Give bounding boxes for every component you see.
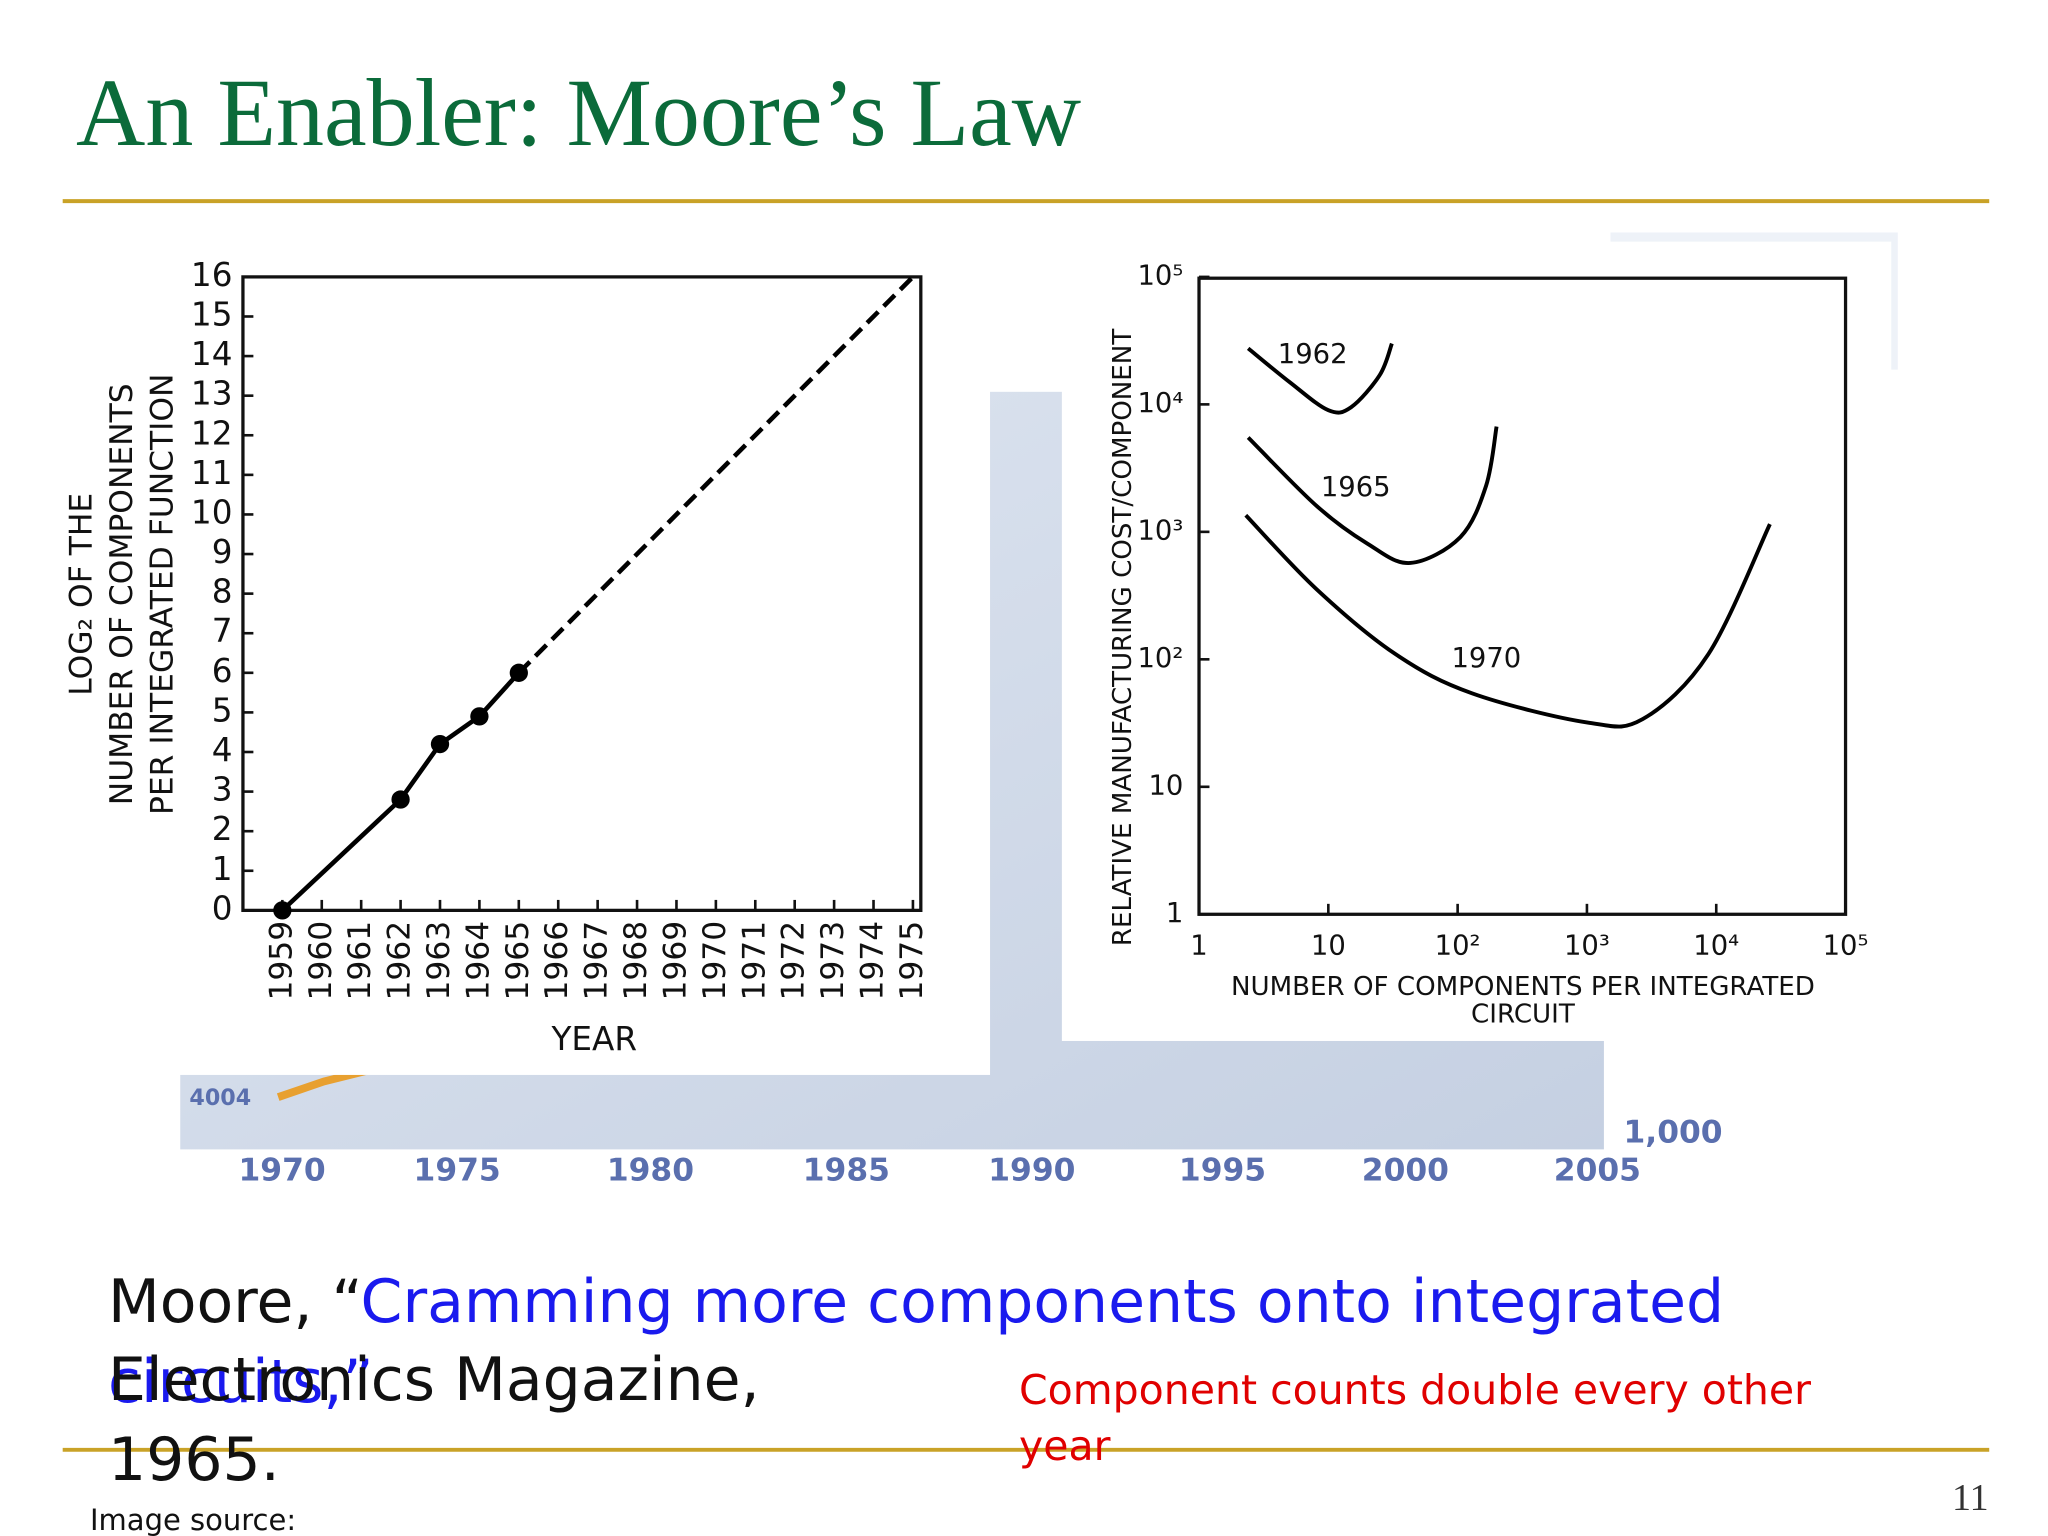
y-tick-label: 4 (212, 731, 233, 769)
background-x-label: 1990 (988, 1153, 1075, 1189)
x-tick-label: 1961 (342, 921, 378, 1001)
background-x-label: 1975 (414, 1153, 501, 1189)
y-axis-label: LOG₂ OF THE (63, 493, 99, 696)
x-tick-label: 1969 (657, 921, 693, 1001)
curve-label: 1962 (1278, 339, 1348, 370)
y-tick-label: 2 (212, 810, 233, 848)
y-tick-label: 16 (191, 256, 233, 294)
x-tick-label: 1968 (618, 921, 654, 1001)
x-axis-label: YEAR (550, 1020, 637, 1058)
x-tick-label: 1964 (460, 921, 496, 1001)
y-tick-label: 10² (1137, 643, 1183, 674)
x-tick-label: 1971 (736, 921, 772, 1001)
y-tick-label: 10³ (1137, 515, 1183, 546)
data-point (273, 901, 292, 920)
x-tick-label: 1 (1190, 930, 1207, 961)
x-tick-label: 1965 (500, 921, 536, 1001)
background-x-label: 1995 (1179, 1153, 1266, 1189)
curve-label: 1970 (1451, 643, 1521, 674)
x-tick-label: 10² (1435, 930, 1481, 961)
y-tick-label: 10⁴ (1137, 388, 1183, 419)
y-tick-label: 8 (212, 573, 233, 611)
y-axis-label: PER INTEGRATED FUNCTION (144, 374, 180, 816)
background-x-label: 1970 (239, 1153, 326, 1189)
background-x-label: 2000 (1362, 1153, 1449, 1189)
data-curve (1246, 342, 1394, 415)
background-annotation: 4004 (189, 1085, 251, 1111)
y-tick-label: 1 (212, 850, 233, 888)
x-tick-label: 1974 (855, 921, 891, 1001)
citation: Moore, “Cramming more components onto in… (108, 1262, 1748, 1422)
y-tick-label: 12 (191, 414, 233, 452)
x-tick-label: 10⁵ (1823, 930, 1869, 961)
x-tick-label: 1975 (894, 921, 930, 1001)
x-tick-label: 1962 (382, 921, 418, 1001)
y-tick-label: 0 (212, 889, 233, 927)
x-tick-label: 10 (1311, 930, 1346, 961)
x-tick-label: 10⁴ (1693, 930, 1739, 961)
y-tick-label: 14 (191, 335, 233, 373)
y-tick-label: 6 (212, 652, 233, 690)
y-tick-label: 7 (212, 612, 233, 650)
y-tick-label: 13 (191, 375, 233, 413)
data-point (391, 790, 410, 809)
citation-prefix: Moore, “ (108, 1267, 361, 1337)
x-axis-label: NUMBER OF COMPONENTS PER INTEGRATED (1231, 972, 1815, 1002)
image-source: Image source: Intel (90, 1503, 297, 1536)
x-tick-label: 1960 (303, 921, 339, 1001)
background-x-label: 1985 (803, 1153, 890, 1189)
x-axis-label: CIRCUIT (1471, 999, 1576, 1029)
data-curve (1246, 426, 1499, 565)
curve-label: 1965 (1321, 472, 1391, 503)
chart-panel (167, 245, 991, 1075)
x-tick-label: 10³ (1564, 930, 1610, 961)
y-tick-label: 11 (191, 454, 233, 492)
x-tick-label: 1970 (697, 921, 733, 1001)
page-number: 11 (1952, 1477, 1989, 1519)
y-tick-label: 15 (191, 295, 233, 333)
x-tick-label: 1959 (263, 921, 299, 1001)
chart-panel (1061, 241, 1892, 1041)
data-curve (1244, 513, 1772, 729)
background-y-label: 1,000 (1624, 1115, 1723, 1151)
y-tick-label: 10⁵ (1137, 260, 1183, 291)
y-tick-label: 10 (1148, 770, 1183, 801)
y-tick-label: 10 (191, 493, 233, 531)
citation-link[interactable]: Cramming more components onto integrated… (108, 1267, 1725, 1417)
plot-frame (1197, 276, 1848, 916)
data-point (470, 707, 489, 726)
y-axis-label: NUMBER OF COMPONENTS (104, 383, 140, 805)
citation-source: Electronics Magazine, 1965. (108, 1345, 760, 1495)
y-tick-label: 9 (212, 533, 233, 571)
data-point (430, 734, 450, 754)
x-tick-label: 1966 (539, 921, 575, 1001)
x-tick-label: 1972 (776, 921, 812, 1001)
x-tick-label: 1973 (815, 921, 851, 1001)
y-axis-label: RELATIVE MANUFACTURING COST/COMPONENT (1108, 328, 1138, 946)
y-tick-label: 3 (212, 771, 233, 809)
slide-title: An Enabler: Moore’s Law (76, 59, 1082, 166)
background-x-label: 1980 (607, 1153, 694, 1189)
y-tick-label: 5 (212, 691, 233, 729)
x-tick-label: 1963 (421, 921, 457, 1001)
x-tick-label: 1967 (579, 921, 615, 1001)
background-x-label: 2005 (1554, 1153, 1641, 1189)
y-tick-label: 1 (1166, 898, 1183, 929)
note: Component counts double every other year (1019, 1366, 1811, 1470)
